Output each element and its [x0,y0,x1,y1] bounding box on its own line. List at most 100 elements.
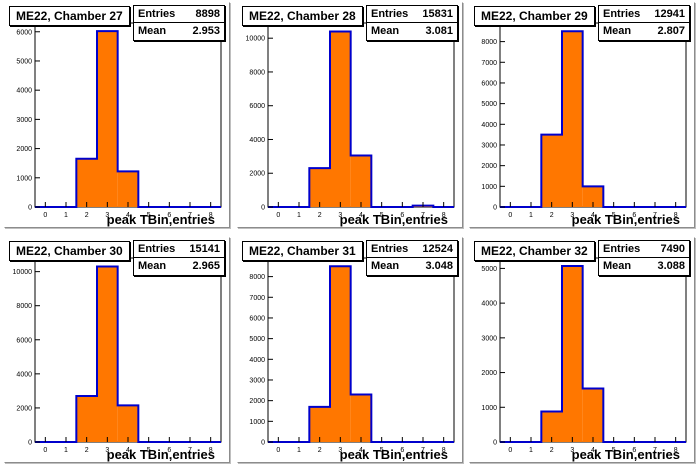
x-tick-label: 0 [276,447,280,454]
x-tick-label: 5 [612,447,616,454]
histogram-pad: 0 2000 4000 6000 8000 10000 0 1 2 3 4 5 6 7 8 ME22, Cha… [4,237,230,463]
stats-mean-value: 3.081 [425,25,453,37]
stats-entries-value: 7490 [660,243,685,255]
histogram-pad: 0 1000 2000 3000 4000 5000 6000 7000 8000 0 1 2 3 4 5 6… [237,237,463,463]
stats-box: Entries 12524 Mean 3.048 [366,240,458,276]
y-tick-label: 0 [493,440,497,447]
y-tick-label: 2000 [16,146,32,153]
stats-entries-value: 12524 [422,243,453,255]
histogram-plot: 0 1000 2000 3000 4000 5000 0 1 2 3 4 5 6 7 8 [481,257,687,454]
histogram-title: ME22, Chamber 29 [474,6,595,26]
stats-mean-label: Mean [371,25,400,37]
histogram-bar [562,31,583,207]
histogram-bar [350,394,372,442]
x-tick-label: 8 [209,212,213,219]
x-tick-label: 1 [529,212,533,219]
x-tick-label: 3 [338,447,342,454]
stats-mean-label: Mean [603,260,632,272]
x-axis-label: peak TBin,entries [106,212,215,227]
stats-entries-label: Entries [603,8,641,20]
x-tick-label: 4 [126,447,130,454]
stats-mean-value: 2.807 [657,25,685,37]
histogram-pad: 0 2000 4000 6000 8000 10000 0 1 2 3 4 5 6 7 8 ME22, Cha… [237,2,463,228]
y-tick-label: 3000 [249,377,265,384]
stats-mean-value: 2.953 [192,25,220,37]
stats-mean-row: Mean 2.807 [599,23,689,39]
x-tick-label: 7 [653,447,657,454]
stats-mean-value: 3.088 [657,260,685,272]
y-tick-label: 4000 [16,88,32,95]
histogram-plot: 0 1000 2000 3000 4000 5000 6000 7000 8000 0 1 2 3 4 5 6… [249,257,455,454]
y-tick-label: 6000 [16,337,32,344]
y-tick-label: 5000 [481,101,497,108]
x-tick-label: 4 [591,212,595,219]
y-tick-label: 2000 [249,398,265,405]
x-tick-label: 6 [400,212,404,219]
x-tick-label: 8 [442,447,446,454]
stats-entries-row: Entries 8898 [134,6,224,23]
stats-mean-row: Mean 2.953 [134,23,224,39]
y-tick-label: 3000 [16,117,32,124]
x-tick-label: 3 [338,212,342,219]
x-tick-label: 4 [126,212,130,219]
y-tick-label: 0 [261,440,265,447]
y-tick-label: 0 [493,205,497,212]
x-axis-label: peak TBin,entries [339,212,448,227]
x-tick-label: 2 [318,447,322,454]
histogram-bar [117,171,139,207]
stats-mean-value: 3.048 [425,260,453,272]
stats-entries-row: Entries 12524 [367,241,457,258]
histogram-bar [541,134,562,207]
histogram-bar [582,186,604,207]
stats-mean-row: Mean 3.081 [367,23,457,39]
x-tick-label: 0 [43,447,47,454]
x-tick-label: 0 [276,212,280,219]
x-tick-label: 7 [421,212,425,219]
x-tick-label: 6 [167,447,171,454]
histogram-plot: 0 2000 4000 6000 8000 10000 0 1 2 3 4 5 6 7 8 [13,257,222,454]
histogram-bar [330,31,351,207]
stats-mean-label: Mean [603,25,632,37]
x-tick-label: 5 [147,447,151,454]
stats-box: Entries 15141 Mean 2.965 [133,240,225,276]
x-tick-label: 3 [105,447,109,454]
y-tick-label: 8000 [249,274,265,281]
histogram-bar [97,266,118,442]
y-tick-label: 5000 [249,336,265,343]
histogram-title: ME22, Chamber 30 [9,241,130,261]
x-tick-label: 7 [421,447,425,454]
stats-box: Entries 15831 Mean 3.081 [366,5,458,41]
histogram-plot: 0 1000 2000 3000 4000 5000 6000 7000 8000 0 1 2 3 4 5 6… [481,22,687,219]
y-tick-label: 6000 [16,29,32,36]
x-tick-label: 1 [297,212,301,219]
y-tick-label: 2000 [481,163,497,170]
x-tick-label: 2 [318,212,322,219]
stats-box: Entries 7490 Mean 3.088 [598,240,690,276]
x-axis-label: peak TBin,entries [571,447,680,462]
y-tick-label: 4000 [249,357,265,364]
stats-mean-label: Mean [138,260,167,272]
stats-entries-row: Entries 12941 [599,6,689,23]
x-tick-label: 4 [591,447,595,454]
stats-entries-label: Entries [138,8,176,20]
stats-mean-row: Mean 3.048 [367,258,457,274]
stats-entries-row: Entries 15141 [134,241,224,258]
y-tick-label: 5000 [16,58,32,65]
histogram-bar [309,406,330,442]
stats-entries-row: Entries 15831 [367,6,457,23]
histogram-outline [500,30,686,208]
stats-mean-row: Mean 2.965 [134,258,224,274]
y-tick-label: 6000 [249,103,265,110]
y-tick-label: 5000 [481,266,497,273]
stats-mean-label: Mean [138,25,167,37]
x-tick-label: 8 [209,447,213,454]
y-tick-label: 0 [261,205,265,212]
x-tick-label: 1 [64,212,68,219]
y-tick-label: 4000 [481,122,497,129]
y-tick-label: 10000 [246,36,266,43]
histogram-bar [541,411,562,442]
x-tick-label: 3 [570,447,574,454]
y-tick-label: 4000 [481,301,497,308]
x-tick-label: 6 [400,447,404,454]
stats-mean-row: Mean 3.088 [599,258,689,274]
